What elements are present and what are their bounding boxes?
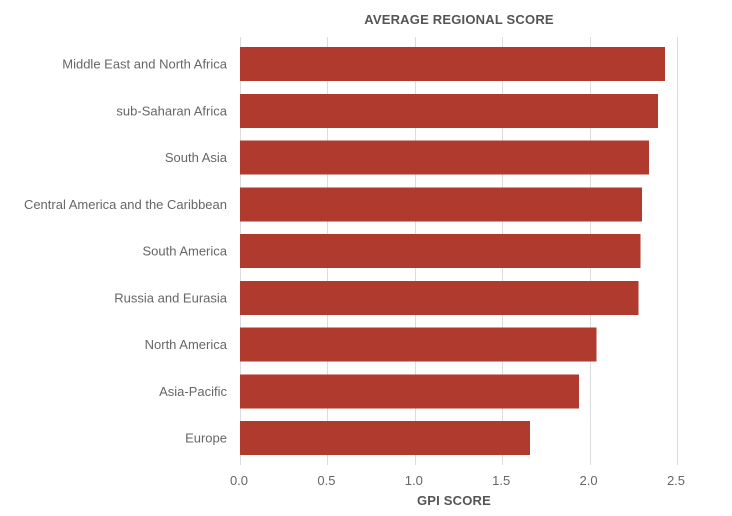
x-tick-label: 1.0 [405, 473, 423, 488]
bar [240, 187, 643, 222]
category-label: Europe [185, 431, 227, 446]
category-labels: Middle East and North Africa sub-Saharan … [24, 57, 228, 446]
category-label: South America [142, 244, 227, 259]
chart-title: AVERAGE REGIONAL SCORE [364, 12, 554, 27]
category-label: Middle East and North Africa [62, 57, 228, 72]
category-label: Asia-Pacific [159, 384, 227, 399]
category-label: Central America and the Caribbean [24, 197, 227, 212]
bar [240, 327, 597, 362]
bar [240, 280, 639, 315]
category-label: South Asia [165, 150, 228, 165]
bar [240, 421, 531, 455]
x-tick-label: 0.5 [317, 473, 335, 488]
x-tick-labels: 0.0 0.5 1.0 1.5 2.0 2.5 [230, 473, 685, 488]
x-axis-title: GPI SCORE [417, 493, 491, 508]
x-tick-label: 1.5 [492, 473, 510, 488]
category-label: Russia and Eurasia [114, 290, 227, 305]
x-tick-label: 2.5 [667, 473, 685, 488]
bars [240, 47, 665, 455]
x-tick-label: 2.0 [580, 473, 598, 488]
category-label: sub-Saharan Africa [116, 103, 227, 118]
bar [240, 47, 665, 81]
bar [240, 374, 580, 409]
bar [240, 234, 641, 268]
bar [240, 140, 650, 175]
bar [240, 93, 658, 128]
category-label: North America [145, 337, 228, 352]
x-tick-label: 0.0 [230, 473, 248, 488]
